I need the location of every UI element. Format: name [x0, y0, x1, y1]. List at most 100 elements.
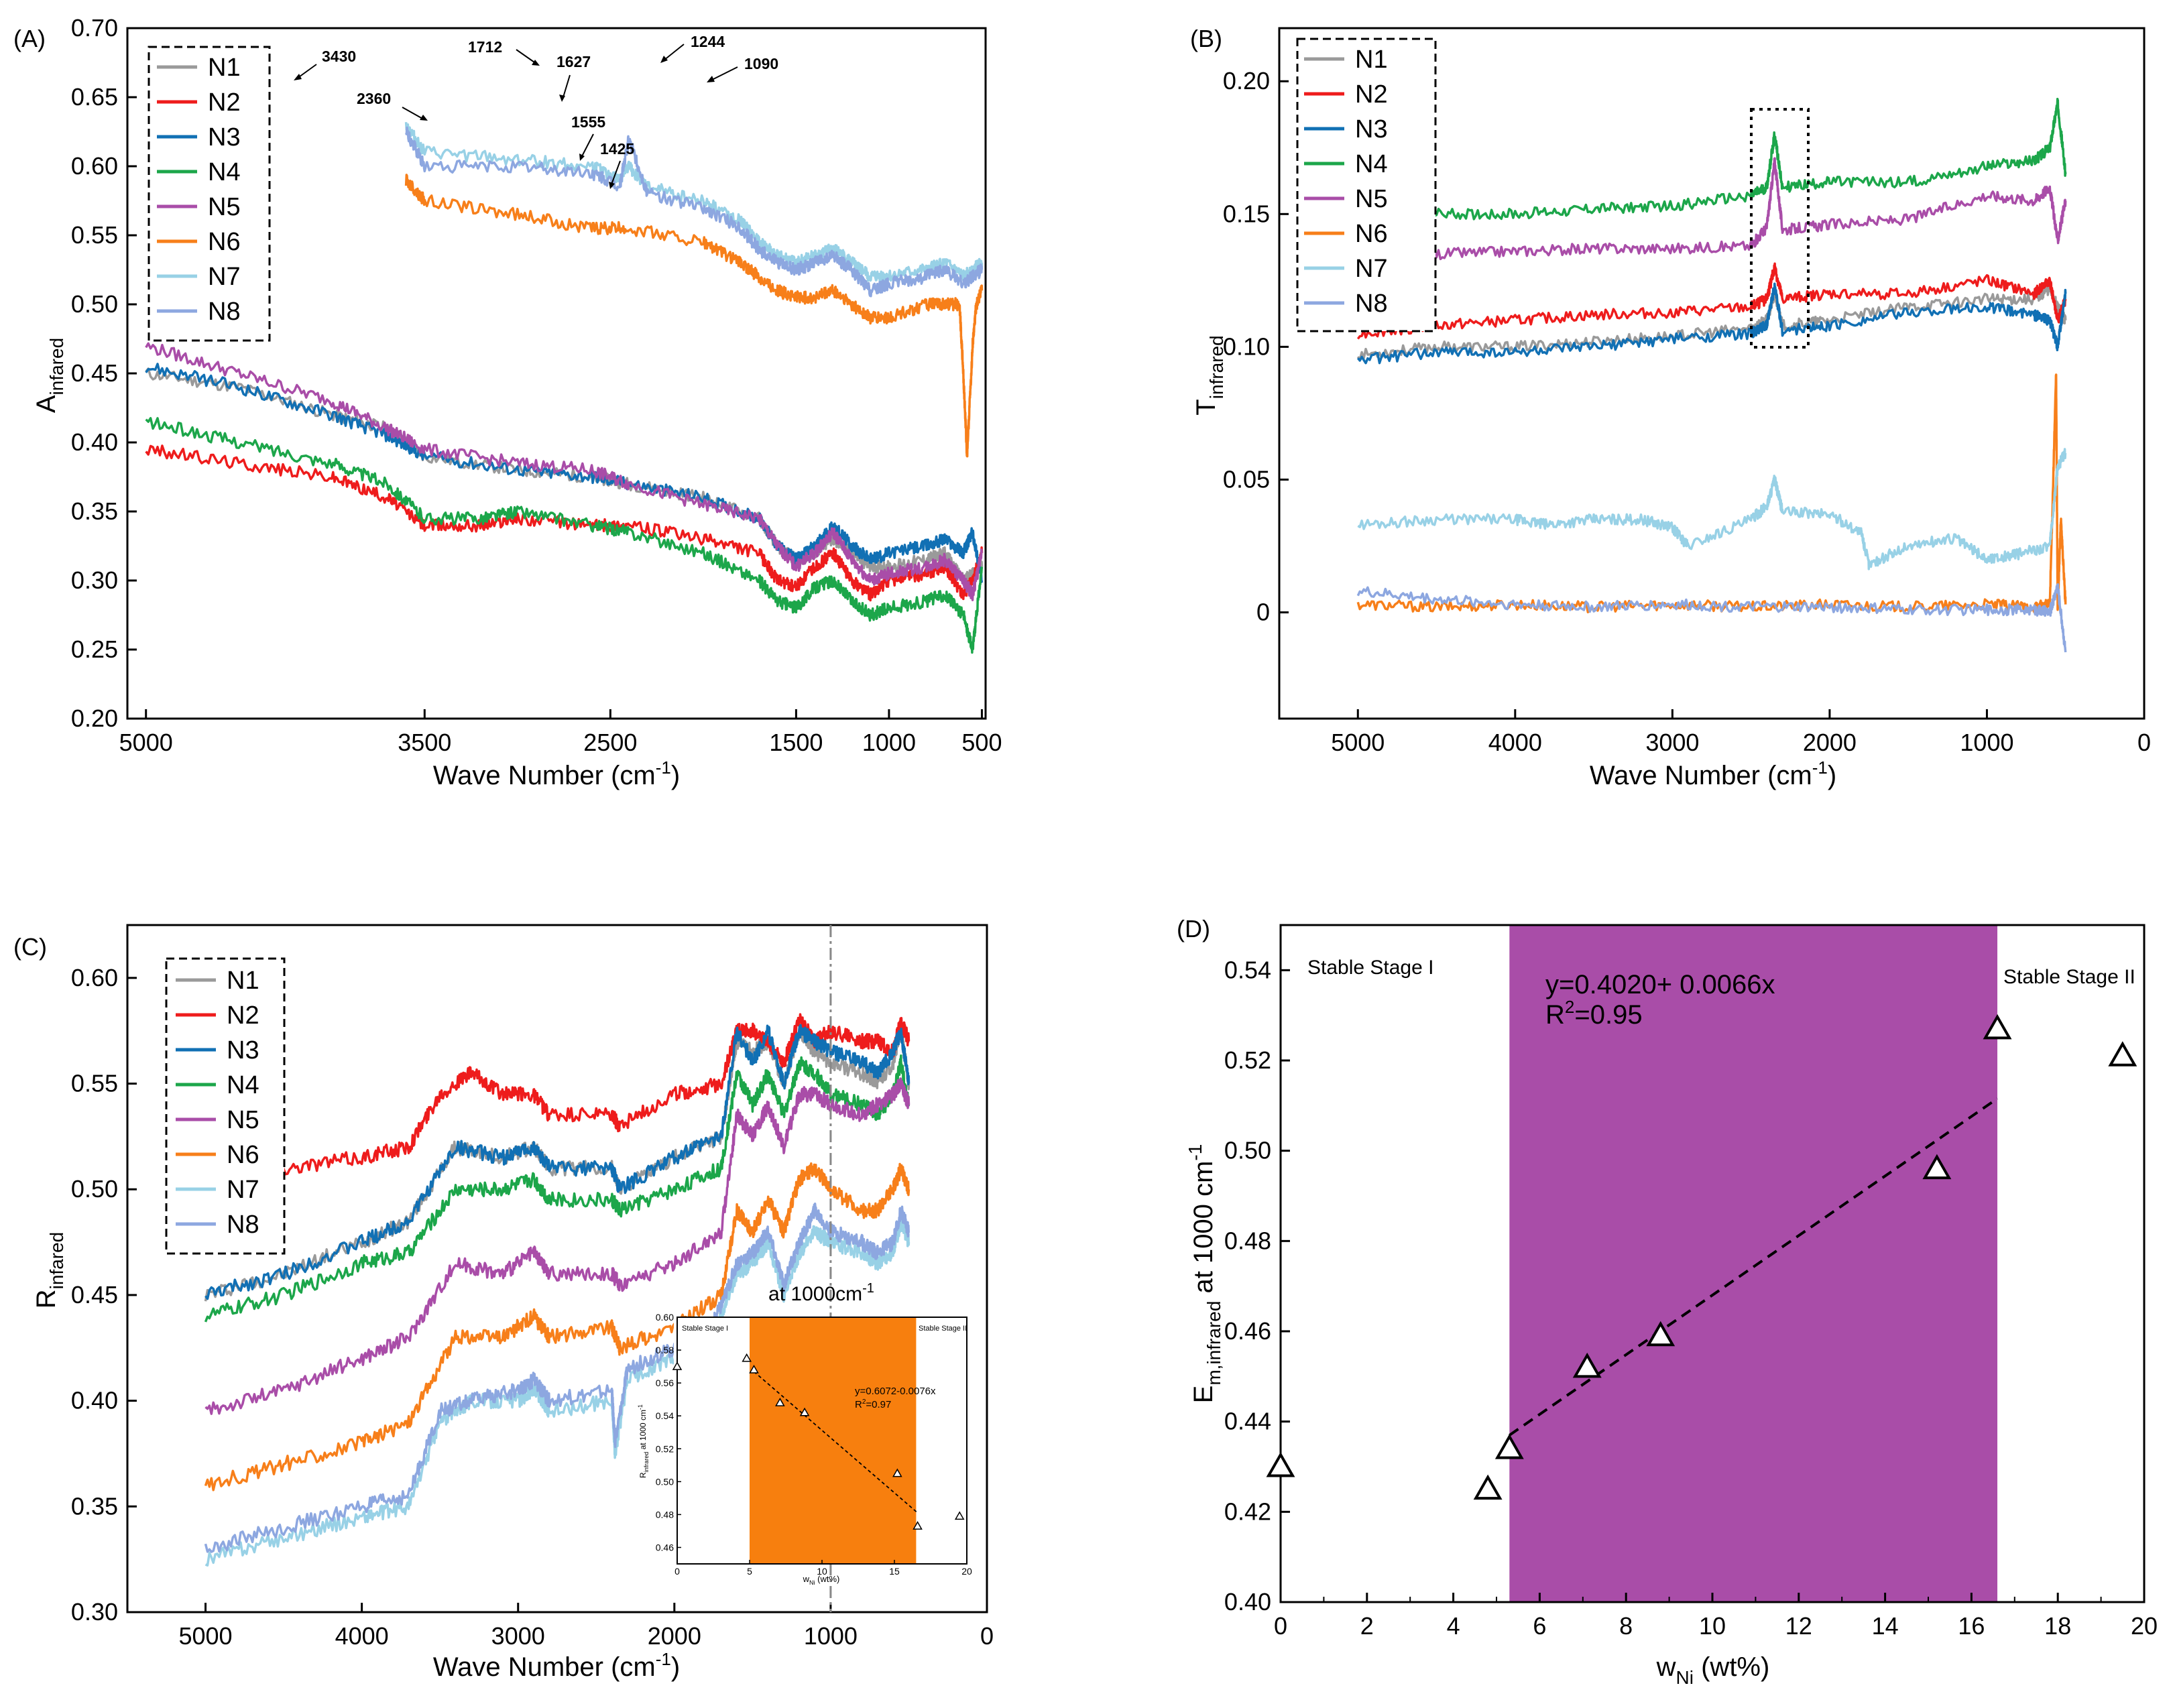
inset-frame	[677, 1317, 967, 1565]
legend-label-n6: N6	[1355, 220, 1388, 248]
x-tick-label: 0	[980, 1622, 994, 1650]
panel-b-highlight-box	[1750, 108, 1810, 349]
legend-label-n4: N4	[208, 158, 241, 186]
legend-label-n2: N2	[208, 88, 241, 117]
panel-b-series	[1356, 97, 2067, 653]
y-tick-label: 0.50	[71, 1175, 118, 1203]
x-tick-label: 3000	[1645, 729, 1699, 756]
legend-label-n2: N2	[227, 1001, 259, 1030]
panel-d-point	[2108, 1041, 2137, 1066]
inset-label-left: Stable Stage I	[682, 1325, 728, 1333]
annotation-1425: 1425	[600, 140, 634, 158]
y-tick-label: 0.15	[1223, 200, 1270, 227]
y-tick-label: 0.60	[71, 152, 118, 180]
panel-a-ylabel: Ainfared	[32, 338, 67, 413]
series-line-n5	[204, 1077, 911, 1415]
annotation-3430: 3430	[322, 48, 356, 65]
x-tick-label: 5000	[1331, 729, 1385, 756]
x-tick-label: 3500	[398, 729, 451, 756]
inset-x-tick-label: 5	[747, 1566, 752, 1577]
x-tick-label: 0	[1274, 1612, 1287, 1640]
panel-b-label: (B)	[1190, 25, 1222, 52]
panel-a-label: (A)	[13, 25, 46, 52]
inset-point	[742, 1353, 752, 1362]
inset-point	[954, 1511, 965, 1520]
panel-d-point	[1494, 1434, 1524, 1459]
y-tick-label: 0.45	[71, 359, 118, 387]
x-tick-label: 6	[1533, 1612, 1546, 1640]
inset-y-tick-label: 0.52	[656, 1443, 674, 1454]
inset-ticks: 0 5 10 15 20 0.46 0.48 0.50 0.52 0.54 0.56 0.58 0.60	[656, 1312, 972, 1577]
x-tick-label: 10	[1699, 1612, 1726, 1640]
panel-a-legend-entries: N1 N2 N3 N4 N5 N6 N7 N8	[157, 54, 241, 326]
panel-c-legend	[165, 957, 286, 1255]
x-tick-label: 2000	[648, 1622, 701, 1650]
panel-d-point	[1572, 1352, 1602, 1378]
inset-y-tick-label: 0.58	[656, 1345, 674, 1355]
inset-y-tick-label: 0.50	[656, 1476, 674, 1487]
y-tick-label: 0.50	[1224, 1137, 1271, 1164]
panel-d-point	[1983, 1014, 2012, 1040]
annotation-1090: 1090	[744, 55, 778, 72]
series-line-n5	[145, 342, 984, 601]
y-tick-label: 0.55	[71, 221, 118, 249]
y-tick-label: 0.30	[71, 1598, 118, 1626]
panel-b-ylabel: Tinfrared	[1191, 335, 1227, 415]
panel-b: (B) 5000 4000 3000 2000 1000 0 0 0.05 0.10 0.15 0.…	[1190, 25, 2151, 790]
inset-point	[672, 1361, 683, 1370]
inset-band	[750, 1317, 917, 1564]
legend-label-n6: N6	[208, 228, 241, 256]
legend-label-n4: N4	[1355, 150, 1388, 178]
x-tick-label: 1000	[862, 729, 916, 756]
panel-c: (C) 5000 4000 3000 2000 1000 0 0.30 0.35 0.40 0.4…	[13, 924, 994, 1682]
series-line-n6	[1356, 373, 2067, 613]
y-tick-label: 0.50	[71, 290, 118, 318]
series-line-n3	[145, 363, 984, 583]
series-line-n6	[404, 174, 984, 458]
x-tick-label: 14	[1872, 1612, 1899, 1640]
inset-point	[799, 1407, 810, 1416]
panel-d-fit-line	[1509, 1097, 1999, 1437]
y-tick-label: 0.45	[71, 1281, 118, 1308]
inset-stage-band	[750, 1317, 917, 1564]
inset-ylabel: Rinfrared at 1000 cm-1	[637, 1404, 650, 1478]
x-tick-label: 4000	[335, 1622, 389, 1650]
panel-a-legend	[148, 46, 271, 342]
legend-label-n8: N8	[1355, 290, 1388, 318]
x-tick-label: 2000	[1803, 729, 1857, 756]
series-line-n2	[1356, 262, 2067, 340]
y-tick-label: 0.65	[71, 83, 118, 111]
panel-c-ticks: 5000 4000 3000 2000 1000 0 0.30 0.35 0.40 0.45 0.5…	[71, 964, 994, 1650]
annotation-2360: 2360	[357, 90, 391, 107]
y-tick-label: 0.30	[71, 566, 118, 594]
y-tick-label: 0.55	[71, 1070, 118, 1097]
panel-c-label: (C)	[13, 933, 47, 961]
inset-y-tick-label: 0.60	[656, 1312, 674, 1323]
x-tick-label: 5000	[119, 729, 173, 756]
y-tick-label: 0.05	[1223, 465, 1270, 493]
panel-d-equation: y=0.4020+ 0.0066x	[1545, 970, 1775, 999]
legend-label-n7: N7	[208, 263, 241, 291]
y-tick-label: 0.20	[71, 705, 118, 732]
x-tick-label: 3000	[491, 1622, 545, 1650]
legend-label-n3: N3	[227, 1036, 259, 1064]
inset-y-tick-label: 0.56	[656, 1378, 674, 1388]
panel-c-xlabel: Wave Number (cm-1)	[433, 1649, 680, 1682]
annotation-1244: 1244	[691, 33, 725, 50]
inset-x-tick-label: 0	[674, 1566, 680, 1577]
panel-d-label-left: Stable Stage I	[1307, 957, 1433, 979]
x-tick-label: 0	[2137, 729, 2151, 756]
panel-a-ticks: 5000 3500 2500 1500 1000 500 0.20 0.25 0.30 0.35 0…	[71, 14, 1002, 756]
y-tick-label: 0.60	[71, 964, 118, 991]
inset-point	[892, 1468, 902, 1477]
inset-x-tick-label: 20	[961, 1566, 972, 1577]
inset-r2: R2=0.97	[855, 1398, 891, 1410]
legend-label-n5: N5	[227, 1106, 259, 1134]
legend-label-n3: N3	[208, 123, 241, 151]
inset-point	[913, 1521, 923, 1530]
panel-b-xlabel: Wave Number (cm-1)	[1590, 757, 1836, 790]
inset-x-tick-label: 10	[817, 1566, 827, 1577]
y-tick-label: 0.52	[1224, 1046, 1271, 1074]
series-line-n3	[1356, 282, 2067, 365]
panel-a-annotations: 3430 2360 1712 1627 1555 1425 1244 1090	[294, 33, 778, 189]
